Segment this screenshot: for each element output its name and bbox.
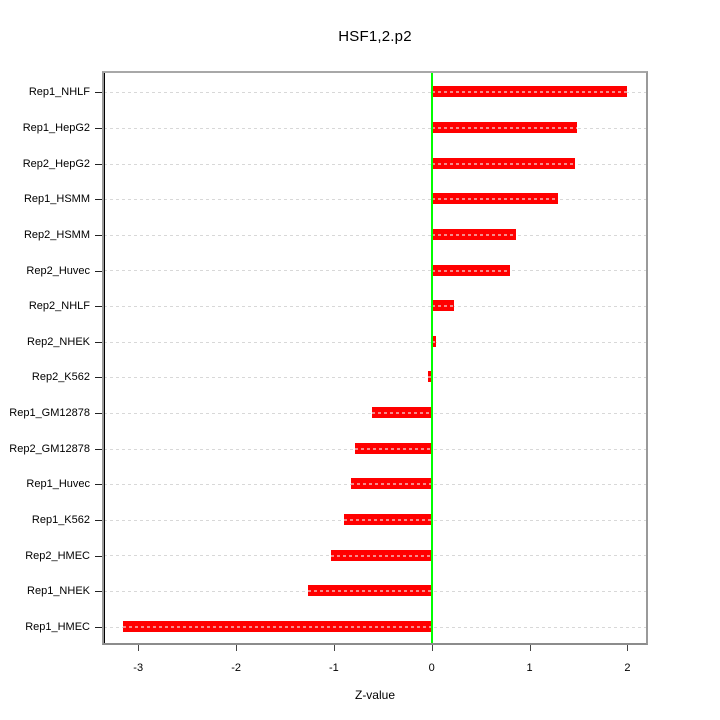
y-axis-label: Rep1_HSMM	[23, 193, 90, 206]
bar-grid-overlay	[355, 447, 432, 450]
y-tick	[95, 127, 102, 129]
x-tick	[627, 645, 629, 651]
x-axis-title: Z-value	[354, 688, 395, 702]
x-tick-label: -2	[231, 662, 241, 674]
bar	[355, 442, 432, 454]
bar-grid-overlay	[331, 554, 432, 557]
y-tick	[95, 199, 102, 201]
bar-grid-overlay	[431, 340, 436, 343]
x-tick	[431, 645, 433, 651]
y-axis-label: Rep1_NHLF	[28, 86, 90, 99]
y-tick	[95, 92, 102, 94]
y-axis-label: Rep1_K562	[31, 513, 90, 526]
grid-line	[104, 270, 646, 272]
plot-area	[102, 71, 648, 645]
y-tick	[95, 555, 102, 557]
y-axis-label: Rep2_Huvec	[26, 264, 90, 277]
y-tick	[95, 413, 102, 414]
grid-line	[104, 127, 646, 129]
x-tick	[529, 645, 531, 651]
y-axis-label: Rep2_NHLF	[28, 300, 90, 313]
y-axis-label: Rep2_GM12878	[9, 442, 90, 455]
y-tick	[95, 448, 102, 450]
y-axis-label: Rep1_GM12878	[9, 407, 90, 419]
x-tick	[236, 645, 238, 651]
x-tick-label: -1	[329, 662, 339, 674]
bar-grid-overlay	[431, 162, 576, 165]
y-axis-label: Rep1_HMEC	[25, 620, 90, 633]
bar	[343, 513, 432, 525]
y-axis-label: Rep1_HepG2	[22, 121, 90, 134]
zero-line	[430, 73, 433, 643]
bar-grid-overlay	[431, 126, 578, 129]
x-tick-label: 1	[526, 662, 533, 674]
bar-grid-overlay	[343, 518, 432, 521]
bar	[431, 121, 578, 133]
chart-title: HSF1,2.p2	[338, 28, 412, 45]
bar-grid-overlay	[431, 233, 516, 236]
bar	[372, 407, 432, 418]
bar-grid-overlay	[427, 376, 432, 379]
y-tick	[95, 234, 102, 236]
y-axis-label: Rep2_NHEK	[27, 335, 90, 348]
grid-line	[104, 306, 646, 308]
bar-grid-overlay	[350, 483, 432, 486]
x-tick-label: 2	[624, 662, 631, 674]
bar-grid-overlay	[372, 412, 432, 414]
bar	[431, 193, 558, 205]
x-tick	[138, 645, 140, 651]
y-tick	[95, 306, 102, 308]
bar-grid-overlay	[431, 269, 510, 272]
bar-grid-overlay	[431, 305, 455, 308]
bar	[431, 335, 436, 347]
y-tick	[95, 341, 102, 343]
y-axis-label: Rep2_HSMM	[23, 228, 90, 241]
y-axis-line	[104, 73, 105, 643]
bar	[431, 264, 510, 276]
bar	[427, 371, 432, 383]
y-axis-label: Rep2_K562	[31, 371, 90, 384]
y-axis-label: Rep2_HepG2	[22, 157, 90, 170]
bar	[331, 549, 432, 561]
bar	[431, 228, 516, 240]
bar-grid-overlay	[307, 590, 432, 593]
bar	[307, 585, 432, 597]
bar	[431, 300, 455, 312]
grid-line	[104, 199, 646, 201]
y-axis-label: Rep1_NHEK	[27, 585, 90, 598]
y-tick	[95, 484, 102, 486]
bar-grid-overlay	[431, 198, 558, 201]
y-tick	[95, 270, 102, 272]
x-tick	[333, 645, 335, 651]
bar	[431, 157, 576, 169]
bar	[122, 620, 432, 632]
y-tick	[95, 591, 102, 593]
grid-line	[104, 163, 646, 165]
bar-grid-overlay	[431, 91, 628, 94]
grid-line	[104, 92, 646, 94]
grid-line	[104, 234, 646, 236]
y-tick	[95, 377, 102, 379]
y-tick	[95, 626, 102, 628]
y-tick	[95, 519, 102, 521]
grid-line	[104, 341, 646, 343]
bar	[350, 478, 432, 490]
bar-grid-overlay	[122, 625, 432, 628]
x-tick-label: 0	[428, 662, 435, 674]
y-tick	[95, 163, 102, 165]
bar	[431, 86, 628, 98]
x-tick-label: -3	[133, 662, 144, 674]
y-axis-label: Rep1_Huvec	[26, 478, 90, 491]
grid-line	[104, 377, 646, 379]
y-axis-label: Rep2_HMEC	[25, 549, 90, 562]
